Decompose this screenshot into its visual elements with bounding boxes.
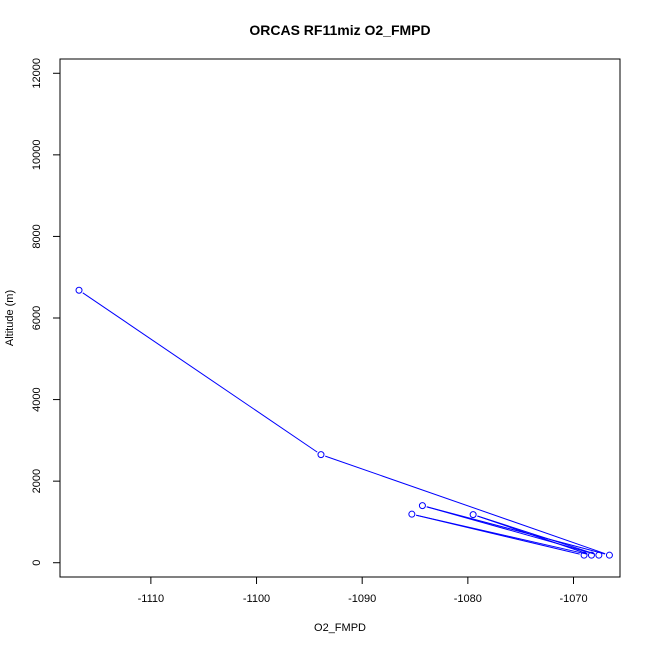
x-tick-label: -1110: [138, 593, 165, 605]
series-layer: [75, 286, 613, 559]
x-axis-label: O2_FMPD: [314, 622, 366, 634]
y-tick-label: 10000: [31, 140, 43, 171]
data-point: [408, 510, 416, 518]
data-point: [605, 551, 613, 559]
data-point: [595, 551, 603, 559]
data-point: [317, 451, 325, 459]
y-tick-label: 4000: [31, 387, 43, 411]
chart-title: ORCAS RF11miz O2_FMPD: [249, 22, 430, 38]
series-segment: [477, 515, 588, 555]
x-axis: -1110 -1100 -1090 -1080 -1070: [138, 576, 588, 605]
data-point: [75, 286, 83, 294]
series-segment: [82, 292, 318, 453]
x-tick-label: -1070: [559, 593, 587, 605]
series-segment: [426, 506, 606, 555]
y-tick-label: 6000: [31, 306, 43, 330]
data-point: [587, 551, 595, 559]
y-tick-label: 0: [31, 560, 43, 566]
y-axis-label: Altitude (m): [4, 290, 16, 346]
data-point: [580, 551, 588, 559]
x-tick-label: -1100: [243, 593, 270, 605]
series-segment: [325, 455, 606, 555]
data-point: [418, 502, 426, 510]
y-tick-label: 8000: [31, 224, 43, 248]
y-tick-label: 12000: [31, 58, 43, 89]
x-tick-label: -1080: [454, 593, 482, 605]
series-segment: [426, 506, 595, 555]
y-axis: 0 2000 4000 6000 8000 10000 12000: [31, 58, 61, 566]
y-tick-label: 2000: [31, 469, 43, 493]
series-segment: [416, 514, 580, 555]
x-tick-label: -1090: [348, 593, 376, 605]
data-point: [469, 511, 477, 519]
